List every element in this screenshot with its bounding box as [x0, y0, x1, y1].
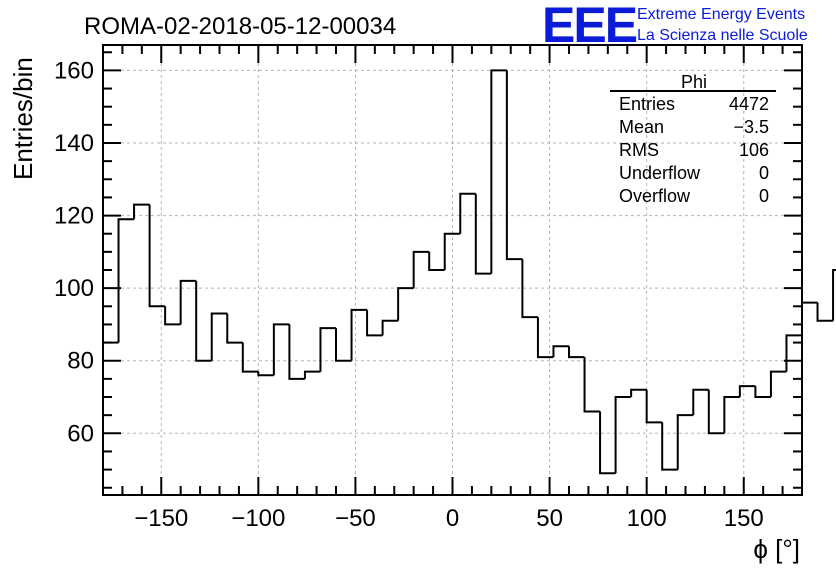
histogram-bin	[303, 370, 321, 379]
x-tick-label: 0	[446, 505, 459, 532]
stats-value-overflow: 0	[759, 186, 769, 206]
histogram-bin	[521, 259, 538, 319]
y-tick-label: 100	[54, 275, 94, 302]
histogram-bin	[568, 346, 585, 359]
histogram-bin	[459, 192, 476, 234]
histogram-bin	[257, 371, 274, 377]
histogram-bin	[754, 386, 771, 399]
y-tick-label: 120	[54, 203, 94, 230]
chart-title: ROMA-02-2018-05-12-00034	[84, 13, 396, 40]
histogram-bin	[801, 301, 818, 336]
histogram-bin	[350, 308, 368, 361]
stats-label-rms: RMS	[619, 140, 659, 160]
histogram-bin	[505, 70, 523, 261]
histogram-bin	[692, 388, 709, 416]
histogram-bin	[210, 312, 228, 361]
x-tick-label: −50	[335, 505, 376, 532]
histogram-series	[103, 69, 836, 475]
x-tick-labels: −150 −100 −50 0 50 100 150	[134, 505, 764, 532]
histogram-bin	[490, 69, 507, 274]
logo-line-2: La Scienza nelle Scuole	[637, 27, 808, 44]
y-tick-label: 140	[54, 130, 94, 157]
stats-box: Phi Entries 4472 Mean −3.5 RMS 106 Under…	[610, 72, 776, 206]
x-tick-label: 50	[536, 505, 563, 532]
x-tick-label: −150	[134, 505, 188, 532]
histogram-bin	[428, 251, 445, 271]
histogram-bin	[599, 411, 616, 475]
y-axis-title: Entries/bin	[8, 57, 38, 180]
histogram-bin	[769, 370, 787, 398]
histogram-bin	[133, 203, 150, 220]
histogram-bin	[707, 389, 725, 435]
stats-label-underflow: Underflow	[619, 163, 701, 183]
histogram-bin	[552, 345, 569, 358]
histogram-bin	[179, 279, 197, 325]
histogram-bin	[630, 388, 647, 398]
histogram-bin	[474, 193, 492, 275]
histogram-bin	[536, 317, 554, 359]
grid-lines	[103, 45, 802, 495]
x-tick-label: −100	[231, 505, 285, 532]
stats-value-underflow: 0	[759, 163, 769, 183]
stats-label-overflow: Overflow	[619, 186, 691, 206]
histogram-bin	[738, 385, 756, 398]
x-tick-label: 150	[724, 505, 764, 532]
x-axis-title: ϕ [°]	[753, 534, 800, 564]
histogram-bin	[816, 302, 834, 322]
histogram-bin	[288, 324, 305, 380]
stats-label-mean: Mean	[619, 117, 664, 137]
histogram-bin	[241, 342, 259, 373]
histogram-bin	[832, 269, 836, 321]
histogram-bin	[723, 396, 740, 434]
stats-value-rms: 106	[739, 140, 769, 160]
histogram-bin	[645, 389, 663, 424]
eee-logo: EEE Extreme Energy Events La Scienza nel…	[542, 0, 808, 53]
histogram-bin	[614, 396, 632, 474]
y-tick-label: 160	[54, 57, 94, 84]
histogram-bin	[412, 250, 430, 289]
histogram-bin	[785, 334, 802, 372]
histogram-bin	[676, 414, 694, 470]
histogram-bin	[381, 319, 399, 336]
stats-title: Phi	[681, 72, 707, 92]
y-tick-label: 80	[67, 348, 94, 375]
histogram-bin	[397, 287, 414, 321]
stats-value-mean: −3.5	[733, 117, 769, 137]
axis-ticks	[102, 45, 803, 495]
y-tick-labels: 60 80 100 120 140 160	[54, 57, 94, 447]
histogram-bin	[661, 422, 678, 471]
logo-line-1: Extreme Energy Events	[637, 6, 805, 23]
stats-value-entries: 4472	[729, 94, 769, 114]
histogram-bin	[117, 218, 135, 343]
stats-label-entries: Entries	[619, 94, 675, 114]
histogram-bin	[195, 280, 212, 362]
histogram-bin	[148, 204, 166, 308]
histogram-bin	[443, 232, 461, 270]
histogram-bin	[335, 328, 352, 362]
histogram-bin	[319, 327, 336, 372]
histogram-bin	[366, 309, 383, 337]
y-tick-label: 60	[67, 420, 94, 447]
plot-frame	[102, 44, 803, 496]
x-tick-label: 100	[627, 505, 667, 532]
histogram-bin	[272, 323, 290, 376]
histogram-bin	[164, 306, 181, 326]
histogram-bin	[226, 313, 243, 344]
histogram-bin	[583, 357, 601, 413]
